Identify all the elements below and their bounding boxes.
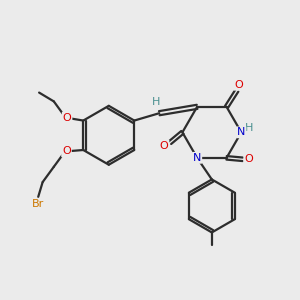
Text: H: H (244, 123, 253, 133)
Text: O: O (244, 154, 253, 164)
Text: N: N (193, 153, 201, 163)
Text: O: O (160, 141, 169, 151)
Text: O: O (63, 112, 71, 123)
Text: O: O (234, 80, 243, 90)
Text: Br: Br (32, 199, 44, 209)
Text: H: H (152, 97, 160, 107)
Text: O: O (62, 146, 71, 157)
Text: N: N (237, 127, 245, 137)
